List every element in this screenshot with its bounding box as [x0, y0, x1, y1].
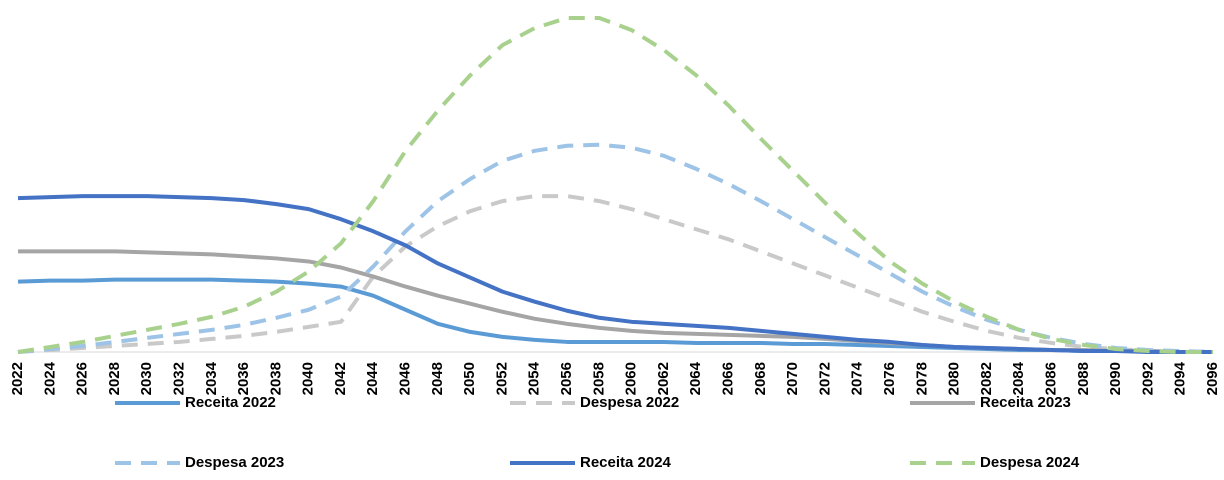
series-line — [17, 277, 1213, 354]
x-tick-label: 2064 — [687, 361, 704, 395]
x-tick-label: 2024 — [41, 361, 58, 395]
x-tick-label: 2066 — [720, 362, 737, 395]
x-tick-label: 2042 — [332, 362, 349, 395]
x-tick-label: 2094 — [1172, 361, 1189, 395]
x-tick-label: 2084 — [1010, 361, 1027, 395]
x-tick-label: 2054 — [526, 361, 543, 395]
x-tick-label: 2082 — [978, 362, 995, 395]
series-line — [18, 249, 1213, 354]
series-line — [17, 16, 1213, 354]
x-tick-label: 2034 — [203, 361, 220, 395]
x-tick-label: 2040 — [300, 362, 317, 395]
x-tick-label: 2060 — [623, 362, 640, 395]
x-tick-label: 2044 — [364, 361, 381, 395]
x-tick-label: 2058 — [590, 362, 607, 395]
x-tick-label: 2032 — [170, 362, 187, 395]
legend-label: Despesa 2023 — [185, 454, 284, 471]
x-tick-label: 2070 — [784, 362, 801, 395]
x-tick-label: 2026 — [74, 362, 91, 395]
x-tick-label: 2050 — [461, 362, 478, 395]
x-tick-label: 2048 — [429, 362, 446, 395]
x-tick-label: 2086 — [1042, 362, 1059, 395]
series-line — [17, 194, 1213, 354]
x-tick-label: 2046 — [397, 362, 414, 395]
x-tick-label: 2052 — [493, 362, 510, 395]
x-tick-label: 2068 — [752, 362, 769, 395]
x-tick-label: 2096 — [1204, 362, 1221, 395]
legend-label: Despesa 2024 — [980, 454, 1080, 471]
x-tick-label: 2076 — [881, 362, 898, 395]
legend-label: Despesa 2022 — [580, 394, 679, 411]
x-tick-label: 2038 — [267, 362, 284, 395]
series-line — [17, 194, 1213, 354]
legend-label: Receita 2022 — [185, 394, 276, 411]
x-tick-label: 2072 — [816, 362, 833, 395]
x-tick-label: 2090 — [1107, 362, 1124, 395]
x-tick-label: 2062 — [655, 362, 672, 395]
x-tick-label: 2080 — [946, 362, 963, 395]
x-tick-label: 2036 — [235, 362, 252, 395]
x-tick-label: 2030 — [138, 362, 155, 395]
legend-label: Receita 2023 — [980, 394, 1071, 411]
x-tick-label: 2078 — [913, 362, 930, 395]
x-tick-label: 2056 — [558, 362, 575, 395]
x-tick-label: 2092 — [1139, 362, 1156, 395]
legend-label: Receita 2024 — [580, 454, 672, 471]
x-tick-label: 2088 — [1075, 362, 1092, 395]
x-tick-label: 2022 — [9, 362, 26, 395]
x-tick-label: 2028 — [106, 362, 123, 395]
x-tick-label: 2074 — [849, 361, 866, 395]
